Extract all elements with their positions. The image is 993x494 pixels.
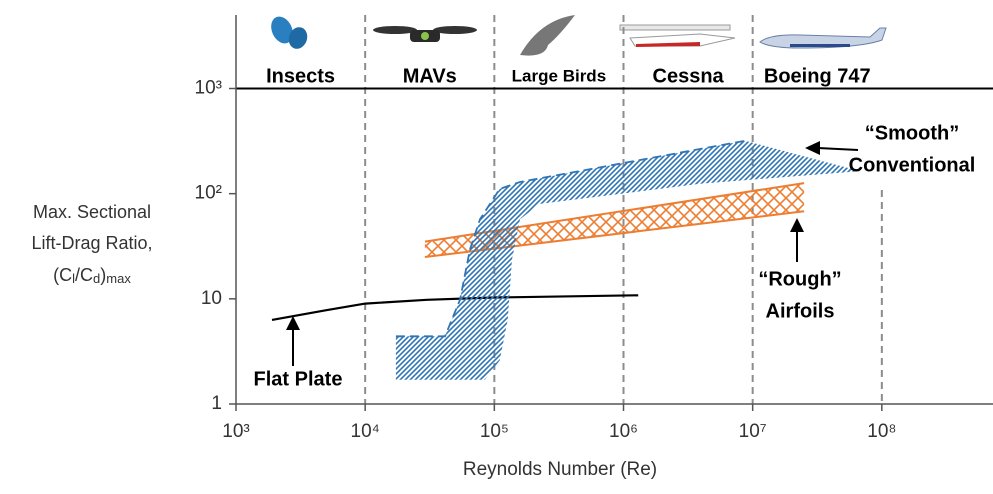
x-tick-label: 10⁵ [480, 421, 509, 442]
page: {"chart_data":{"type":"line","xlog":true… [0, 0, 993, 494]
formula-part: /C [75, 265, 93, 285]
series-label: Flat Plate [254, 368, 343, 390]
y-axis-label: Lift-Drag Ratio, [31, 233, 152, 253]
series-label: “Smooth” [865, 122, 959, 144]
y-tick-label: 10² [195, 183, 222, 204]
x-axis-label: Reynolds Number (Re) [463, 459, 657, 480]
chart: Reynolds Number (Re) Max. Sectional Lift… [0, 0, 993, 489]
x-tick-label: 10³ [222, 421, 249, 442]
bird-icon [520, 15, 575, 56]
region-label: MAVs [403, 65, 457, 87]
x-tick-label: 10⁴ [351, 421, 380, 442]
boeing-icon [760, 28, 886, 48]
x-tick-label: 10⁷ [739, 421, 767, 442]
region-label: Large Birds [512, 66, 606, 85]
y-tick-label: 10 [201, 288, 222, 309]
cessna-icon [620, 25, 735, 47]
drone-icon [373, 26, 477, 42]
x-tick-label: 10⁸ [867, 421, 896, 442]
icons [267, 13, 886, 55]
arrowhead [805, 141, 820, 155]
x-tick-label: 10⁶ [609, 421, 638, 442]
series-label: Conventional [849, 154, 976, 176]
y-tick-label: 10³ [195, 78, 222, 99]
y-axis-formula: (Cl/Cd)max [53, 265, 131, 287]
formula-part: max [106, 271, 131, 286]
y-axis-label: Max. Sectional [33, 202, 151, 222]
region-label: Cessna [653, 65, 725, 87]
region-label: Insects [266, 65, 335, 87]
region-area [396, 141, 860, 380]
y-tick-label: 1 [211, 393, 222, 414]
arrow [818, 148, 858, 150]
region-label: Boeing 747 [764, 65, 871, 87]
formula-part: d [93, 271, 100, 286]
series-label: Airfoils [766, 300, 835, 322]
series-label: “Rough” [758, 268, 841, 290]
arrowhead [790, 218, 804, 232]
formula-part: (C [53, 265, 72, 285]
